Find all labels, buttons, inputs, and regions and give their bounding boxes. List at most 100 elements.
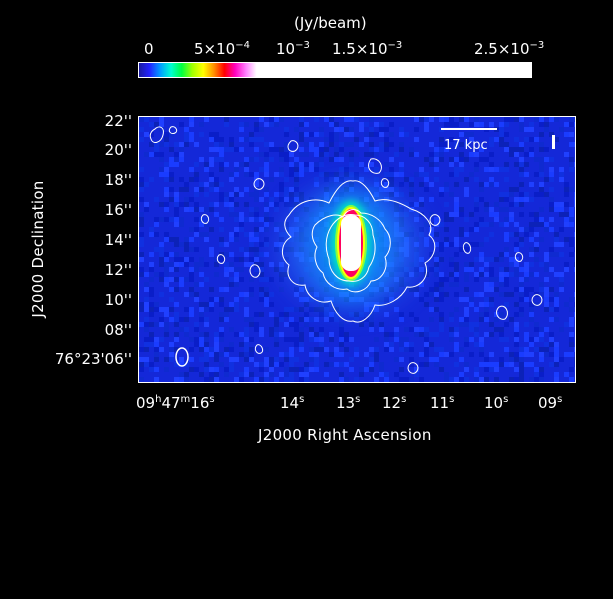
noise-pixel	[574, 292, 575, 297]
noise-pixel	[264, 167, 269, 172]
noise-pixel	[484, 282, 489, 287]
noise-pixel	[414, 127, 419, 132]
noise-pixel	[449, 327, 454, 332]
noise-pixel	[494, 362, 499, 367]
noise-pixel	[364, 367, 369, 372]
noise-pixel	[539, 222, 544, 227]
noise-pixel	[219, 332, 224, 337]
noise-pixel	[569, 317, 574, 322]
noise-pixel	[304, 167, 309, 172]
noise-pixel	[389, 157, 394, 162]
noise-pixel	[449, 192, 454, 197]
noise-pixel	[154, 217, 159, 222]
noise-pixel	[559, 282, 564, 287]
noise-pixel	[259, 152, 264, 157]
noise-pixel	[314, 162, 319, 167]
noise-pixel	[174, 262, 179, 267]
noise-pixel	[404, 347, 409, 352]
noise-pixel	[199, 132, 204, 137]
noise-pixel	[269, 117, 274, 122]
noise-pixel	[424, 187, 429, 192]
noise-pixel	[149, 367, 154, 372]
noise-pixel	[474, 377, 479, 382]
noise-pixel	[269, 367, 274, 372]
noise-pixel	[169, 317, 174, 322]
noise-pixel	[499, 257, 504, 262]
noise-pixel	[149, 122, 154, 127]
noise-pixel	[464, 287, 469, 292]
noise-pixel	[434, 257, 439, 262]
noise-pixel	[484, 317, 489, 322]
noise-pixel	[299, 117, 304, 122]
noise-pixel	[444, 142, 449, 147]
noise-pixel	[219, 147, 224, 152]
noise-pixel	[529, 227, 534, 232]
noise-pixel	[569, 307, 574, 312]
noise-pixel	[424, 332, 429, 337]
noise-pixel	[429, 157, 434, 162]
noise-pixel	[269, 202, 274, 207]
noise-pixel	[399, 142, 404, 147]
noise-pixel	[294, 202, 299, 207]
noise-pixel	[574, 162, 575, 167]
noise-pixel	[419, 182, 424, 187]
noise-pixel	[224, 197, 229, 202]
noise-pixel	[374, 352, 379, 357]
noise-pixel	[504, 272, 509, 277]
noise-pixel	[549, 167, 554, 172]
noise-pixel	[539, 327, 544, 332]
noise-pixel	[554, 202, 559, 207]
noise-pixel	[389, 177, 394, 182]
noise-pixel	[149, 287, 154, 292]
noise-pixel	[449, 337, 454, 342]
noise-pixel	[544, 302, 549, 307]
noise-pixel	[504, 217, 509, 222]
noise-pixel	[364, 307, 369, 312]
noise-pixel	[359, 322, 364, 327]
noise-pixel	[149, 227, 154, 232]
contour-outer	[282, 180, 436, 323]
noise-pixel	[549, 132, 554, 137]
noise-pixel	[419, 352, 424, 357]
noise-pixel	[224, 122, 229, 127]
noise-pixel	[184, 327, 189, 332]
noise-pixel	[519, 167, 524, 172]
noise-pixel	[184, 187, 189, 192]
noise-pixel	[189, 197, 194, 202]
noise-pixel	[514, 147, 519, 152]
noise-pixel	[229, 347, 234, 352]
noise-pixel	[189, 237, 194, 242]
noise-pixel	[169, 187, 174, 192]
noise-pixel	[289, 352, 294, 357]
noise-pixel	[519, 192, 524, 197]
noise-pixel	[464, 192, 469, 197]
noise-pixel	[334, 127, 339, 132]
noise-pixel	[149, 262, 154, 267]
noise-pixel	[534, 372, 539, 377]
noise-pixel	[519, 292, 524, 297]
noise-pixel	[299, 327, 304, 332]
noise-pixel	[339, 377, 344, 382]
noise-pixel	[299, 162, 304, 167]
noise-pixel	[244, 372, 249, 377]
noise-pixel	[399, 357, 404, 362]
noise-pixel	[449, 212, 454, 217]
noise-pixel	[449, 162, 454, 167]
noise-pixel	[429, 317, 434, 322]
noise-pixel	[514, 337, 519, 342]
noise-pixel	[289, 207, 294, 212]
noise-pixel	[429, 292, 434, 297]
noise-pixel	[259, 137, 264, 142]
noise-pixel	[514, 162, 519, 167]
noise-pixel	[279, 197, 284, 202]
noise-pixel	[569, 322, 574, 327]
noise-pixel	[454, 172, 459, 177]
noise-pixel	[199, 282, 204, 287]
noise-pixel	[429, 307, 434, 312]
noise-pixel	[504, 167, 509, 172]
noise-pixel	[269, 262, 274, 267]
noise-pixel	[214, 357, 219, 362]
noise-pixel	[319, 142, 324, 147]
noise-pixel	[464, 267, 469, 272]
noise-pixel	[344, 337, 349, 342]
